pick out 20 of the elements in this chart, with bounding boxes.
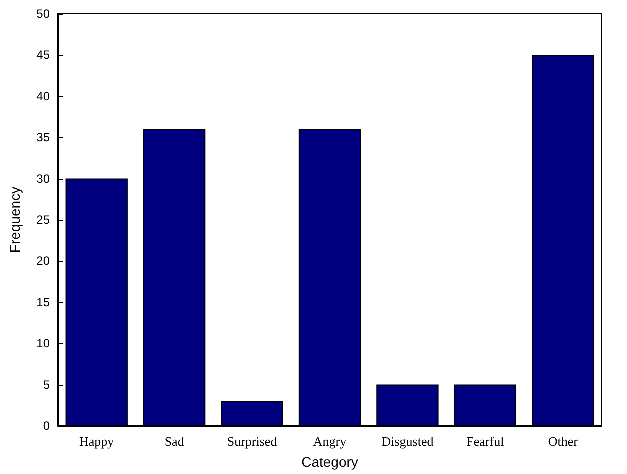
x-tick-label: Angry <box>313 434 348 449</box>
y-tick-label: 5 <box>43 378 50 392</box>
x-tick-label: Fearful <box>466 434 505 449</box>
y-axis-title: Frequency <box>7 186 23 254</box>
x-axis-title: Category <box>302 454 358 470</box>
y-tick-label: 20 <box>36 254 50 268</box>
y-tick-label: 35 <box>36 130 50 145</box>
y-tick-label: 0 <box>43 419 50 433</box>
y-tick-label: 45 <box>36 48 50 62</box>
y-tick-label: 50 <box>36 7 50 21</box>
y-tick-label: 40 <box>36 89 50 104</box>
y-tick-label: 30 <box>36 172 50 186</box>
y-tick-label: 10 <box>36 336 50 351</box>
x-tick-label: Surprised <box>227 434 278 449</box>
x-tick-label: Other <box>548 434 579 449</box>
x-tick-label: Sad <box>164 434 185 449</box>
y-tick-label: 15 <box>36 295 50 310</box>
x-tick-label: Happy <box>80 434 115 449</box>
x-tick-label: Disgusted <box>382 434 434 449</box>
y-tick-label: 25 <box>36 213 50 227</box>
